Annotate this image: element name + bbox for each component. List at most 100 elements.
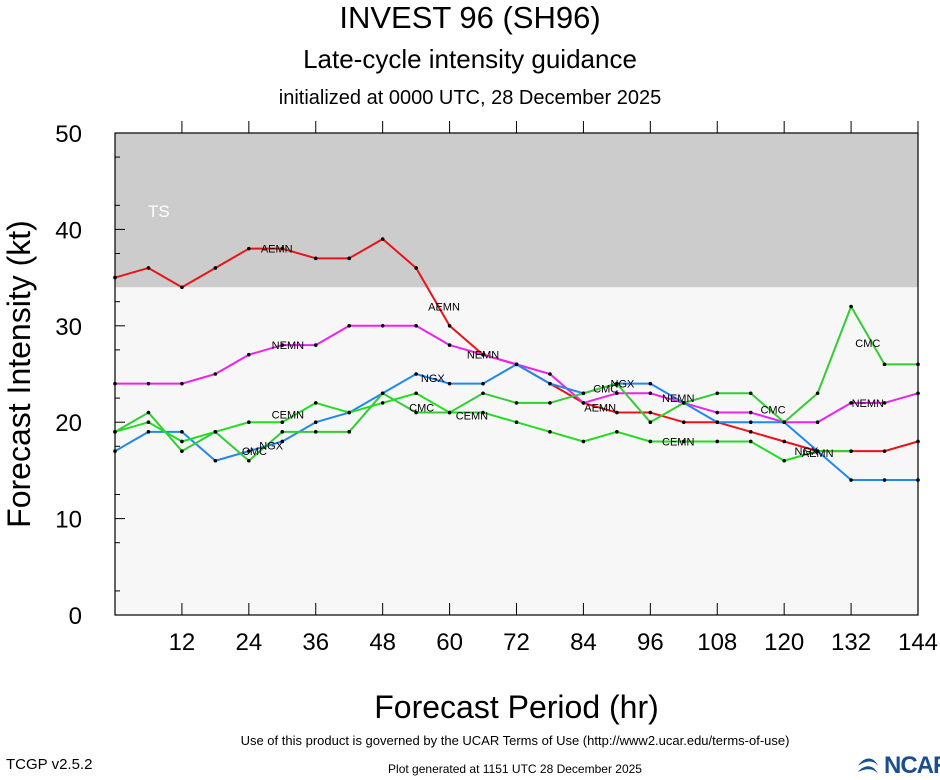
data-point-ngx bbox=[247, 449, 251, 453]
data-point-ngx bbox=[213, 458, 218, 463]
data-point-nemn bbox=[347, 324, 352, 328]
data-point-ngx bbox=[481, 381, 485, 386]
data-point-cemn bbox=[815, 449, 820, 453]
data-point-ngx bbox=[180, 430, 184, 434]
data-point-cmc bbox=[313, 430, 318, 434]
data-point-cmc bbox=[380, 391, 385, 396]
data-point-cemn bbox=[615, 430, 619, 434]
x-tick-label: 84 bbox=[570, 629, 597, 656]
version-label: TCGP v2.5.2 bbox=[6, 756, 93, 773]
data-point-cemn bbox=[481, 410, 485, 415]
series-label-nemn: NEMN bbox=[467, 350, 499, 362]
data-point-aemn bbox=[782, 439, 786, 444]
data-point-cemn bbox=[715, 439, 720, 444]
x-tick-label: 24 bbox=[235, 629, 262, 656]
series-label-aemn: AEMN bbox=[261, 244, 293, 256]
data-point-cmc bbox=[581, 391, 586, 396]
series-label-cmc: CMC bbox=[593, 383, 618, 395]
x-tick-label: 72 bbox=[503, 629, 530, 656]
data-point-nemn bbox=[380, 324, 385, 328]
series-label-ngx: NGX bbox=[421, 373, 446, 385]
data-point-ngx bbox=[548, 381, 552, 386]
data-point-ngx bbox=[514, 362, 519, 367]
data-point-aemn bbox=[347, 256, 352, 261]
y-tick-label: 20 bbox=[55, 410, 82, 437]
data-point-aemn bbox=[681, 420, 686, 425]
data-point-aemn bbox=[882, 449, 887, 453]
series-label-aemn: AEMN bbox=[584, 403, 616, 415]
data-point-cmc bbox=[782, 420, 786, 425]
data-point-nemn bbox=[180, 381, 184, 386]
data-point-cmc bbox=[849, 304, 853, 309]
data-point-nemn bbox=[748, 410, 753, 415]
data-point-ngx bbox=[447, 381, 452, 386]
data-point-aemn bbox=[648, 410, 653, 415]
data-point-cmc bbox=[414, 410, 418, 415]
data-point-cemn bbox=[280, 420, 285, 425]
data-point-aemn bbox=[380, 237, 385, 241]
data-point-ngx bbox=[748, 420, 753, 425]
data-point-cmc bbox=[247, 458, 251, 463]
data-point-nemn bbox=[849, 401, 853, 405]
data-point-cemn bbox=[548, 430, 552, 434]
data-point-cmc bbox=[548, 401, 552, 405]
data-point-ngx bbox=[414, 372, 418, 376]
band-label: TS bbox=[148, 202, 170, 221]
data-point-nemn bbox=[548, 372, 552, 376]
ncar-logo-icon bbox=[858, 758, 878, 774]
chart-title: INVEST 96 (SH96) bbox=[339, 0, 601, 35]
data-point-aemn bbox=[280, 246, 285, 251]
data-point-aemn bbox=[447, 324, 452, 328]
data-point-nemn bbox=[213, 372, 218, 376]
x-tick-label: 48 bbox=[369, 629, 396, 656]
series-label-cemn: CEMN bbox=[662, 436, 694, 448]
data-point-nemn bbox=[815, 420, 820, 425]
series-label-aemn: AEMN bbox=[428, 302, 460, 314]
data-point-cmc bbox=[815, 391, 820, 396]
data-point-cemn bbox=[681, 439, 686, 444]
x-tick-label: 12 bbox=[169, 629, 196, 656]
data-point-aemn bbox=[146, 266, 151, 270]
series-label-aemn: AEMN bbox=[802, 448, 834, 460]
data-point-cmc bbox=[347, 430, 352, 434]
y-tick-label: 10 bbox=[55, 507, 82, 534]
y-axis-title: Forecast Intensity (kt) bbox=[1, 220, 37, 528]
data-point-aemn bbox=[247, 246, 251, 251]
plot-generated-time: Plot generated at 1151 UTC 28 December 2… bbox=[388, 762, 642, 776]
data-point-aemn bbox=[180, 285, 184, 290]
data-point-aemn bbox=[313, 256, 318, 261]
data-point-aemn bbox=[213, 266, 218, 270]
initialization-time: initialized at 0000 UTC, 28 December 202… bbox=[278, 87, 662, 109]
data-point-cmc bbox=[146, 410, 151, 415]
series-label-nemn: NEMN bbox=[272, 340, 304, 352]
x-tick-label: 60 bbox=[436, 629, 463, 656]
x-tick-label: 120 bbox=[764, 629, 804, 656]
data-point-ngx bbox=[280, 439, 285, 444]
data-point-cmc bbox=[648, 420, 653, 425]
series-label-cmc: CMC bbox=[855, 338, 880, 350]
data-point-nemn bbox=[481, 352, 485, 357]
data-point-cemn bbox=[247, 420, 251, 425]
y-tick-label: 40 bbox=[55, 217, 82, 244]
plot-frame bbox=[114, 132, 919, 616]
series-label-cemn: CEMN bbox=[272, 409, 304, 421]
data-point-ngx bbox=[146, 430, 151, 434]
data-point-nemn bbox=[146, 381, 151, 386]
data-point-ngx bbox=[715, 420, 720, 425]
y-tick-label: 50 bbox=[55, 121, 82, 148]
data-point-cemn bbox=[213, 430, 218, 434]
data-point-nemn bbox=[313, 343, 318, 347]
data-point-cemn bbox=[414, 391, 418, 396]
y-tick-label: 0 bbox=[69, 603, 82, 630]
data-point-cemn bbox=[849, 449, 853, 453]
x-tick-label: 108 bbox=[697, 629, 737, 656]
data-point-cemn bbox=[648, 439, 653, 444]
data-point-cemn bbox=[782, 458, 786, 463]
data-point-ngx bbox=[313, 420, 318, 425]
data-point-nemn bbox=[280, 343, 285, 347]
data-point-cmc bbox=[615, 381, 619, 386]
series-label-ngx: NGX bbox=[611, 379, 636, 391]
series-label-ngx: NGX bbox=[259, 440, 284, 452]
data-point-aemn bbox=[615, 410, 619, 415]
data-point-nemn bbox=[414, 324, 418, 328]
